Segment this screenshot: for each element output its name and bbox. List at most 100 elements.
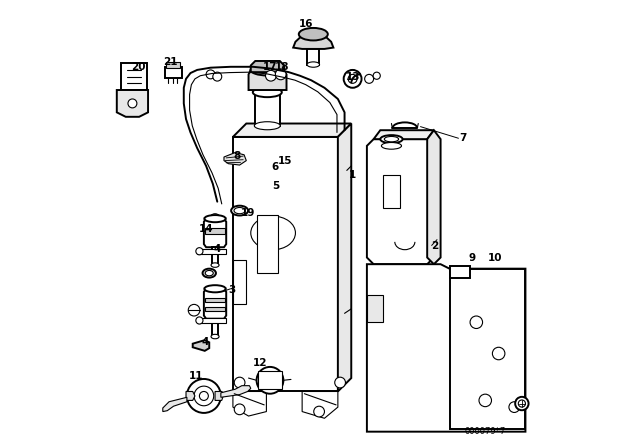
Circle shape bbox=[128, 99, 137, 108]
Ellipse shape bbox=[204, 285, 226, 293]
Bar bbox=[449, 267, 470, 278]
Ellipse shape bbox=[384, 137, 399, 142]
Bar bbox=[233, 260, 246, 304]
Circle shape bbox=[266, 70, 276, 81]
Polygon shape bbox=[251, 61, 284, 72]
Circle shape bbox=[515, 397, 529, 410]
Circle shape bbox=[196, 317, 203, 324]
Circle shape bbox=[344, 70, 362, 88]
Bar bbox=[197, 318, 226, 323]
Circle shape bbox=[234, 404, 245, 415]
Polygon shape bbox=[449, 269, 525, 430]
Circle shape bbox=[187, 379, 221, 413]
Text: 000079*7: 000079*7 bbox=[465, 427, 506, 436]
Circle shape bbox=[275, 69, 286, 80]
Text: 4: 4 bbox=[202, 337, 209, 347]
Polygon shape bbox=[233, 392, 266, 416]
Polygon shape bbox=[248, 70, 287, 90]
Bar bbox=[212, 319, 218, 336]
Polygon shape bbox=[233, 124, 351, 137]
Text: 2: 2 bbox=[431, 241, 439, 251]
Ellipse shape bbox=[202, 269, 216, 278]
Text: 8: 8 bbox=[234, 151, 241, 161]
Bar bbox=[164, 67, 182, 78]
Bar bbox=[307, 49, 319, 65]
Text: 19: 19 bbox=[241, 208, 255, 218]
Text: 11: 11 bbox=[189, 371, 203, 381]
Polygon shape bbox=[204, 219, 226, 247]
Text: 6: 6 bbox=[272, 162, 279, 172]
Ellipse shape bbox=[251, 216, 296, 250]
Polygon shape bbox=[163, 397, 187, 412]
Polygon shape bbox=[367, 264, 525, 432]
Bar bbox=[205, 297, 225, 302]
Circle shape bbox=[365, 74, 374, 83]
Bar bbox=[212, 247, 218, 265]
Ellipse shape bbox=[231, 206, 248, 215]
Polygon shape bbox=[427, 130, 440, 264]
Circle shape bbox=[479, 394, 492, 407]
Circle shape bbox=[518, 400, 525, 407]
Circle shape bbox=[470, 316, 483, 328]
Text: 5: 5 bbox=[273, 181, 280, 191]
Ellipse shape bbox=[253, 87, 282, 97]
Text: 16: 16 bbox=[298, 19, 313, 29]
Polygon shape bbox=[338, 124, 351, 392]
Ellipse shape bbox=[254, 122, 280, 130]
Bar bbox=[257, 215, 278, 273]
Ellipse shape bbox=[380, 135, 403, 143]
Polygon shape bbox=[374, 130, 434, 139]
Circle shape bbox=[257, 367, 284, 394]
Circle shape bbox=[348, 74, 357, 83]
Bar bbox=[197, 249, 226, 254]
Polygon shape bbox=[116, 90, 148, 117]
Text: 7: 7 bbox=[460, 133, 467, 143]
Polygon shape bbox=[204, 289, 226, 319]
Circle shape bbox=[262, 372, 278, 388]
Text: 17: 17 bbox=[262, 62, 277, 72]
Circle shape bbox=[213, 72, 221, 81]
Polygon shape bbox=[186, 392, 195, 401]
Ellipse shape bbox=[299, 28, 328, 40]
Polygon shape bbox=[293, 35, 333, 49]
Text: 21: 21 bbox=[163, 57, 178, 67]
Text: 15: 15 bbox=[278, 155, 292, 166]
Circle shape bbox=[234, 377, 245, 388]
Text: 4: 4 bbox=[214, 244, 221, 254]
Ellipse shape bbox=[381, 142, 401, 149]
Bar bbox=[259, 371, 282, 389]
Text: 12: 12 bbox=[252, 358, 267, 368]
Circle shape bbox=[188, 304, 200, 316]
Circle shape bbox=[209, 214, 221, 225]
Bar bbox=[166, 62, 180, 68]
Polygon shape bbox=[367, 139, 434, 264]
Circle shape bbox=[206, 70, 215, 79]
Ellipse shape bbox=[307, 62, 319, 67]
Bar bbox=[121, 63, 147, 90]
Circle shape bbox=[335, 377, 346, 388]
Bar bbox=[383, 175, 401, 208]
Polygon shape bbox=[367, 296, 383, 322]
Bar bbox=[205, 306, 225, 311]
Text: 18: 18 bbox=[275, 62, 289, 72]
Polygon shape bbox=[215, 392, 224, 401]
Circle shape bbox=[314, 406, 324, 417]
Bar bbox=[255, 92, 280, 126]
Ellipse shape bbox=[211, 334, 219, 339]
Ellipse shape bbox=[250, 65, 284, 76]
Text: 10: 10 bbox=[488, 253, 502, 263]
Polygon shape bbox=[302, 392, 338, 418]
Text: 20: 20 bbox=[131, 62, 146, 72]
Polygon shape bbox=[224, 152, 246, 165]
Bar bbox=[205, 228, 225, 234]
Circle shape bbox=[194, 386, 214, 406]
Circle shape bbox=[200, 392, 209, 401]
Ellipse shape bbox=[211, 263, 219, 267]
Text: 3: 3 bbox=[228, 285, 235, 295]
Circle shape bbox=[373, 72, 380, 79]
Polygon shape bbox=[193, 340, 209, 351]
Text: 14: 14 bbox=[199, 224, 213, 234]
Circle shape bbox=[492, 347, 505, 360]
Ellipse shape bbox=[234, 207, 245, 214]
Polygon shape bbox=[221, 386, 251, 397]
